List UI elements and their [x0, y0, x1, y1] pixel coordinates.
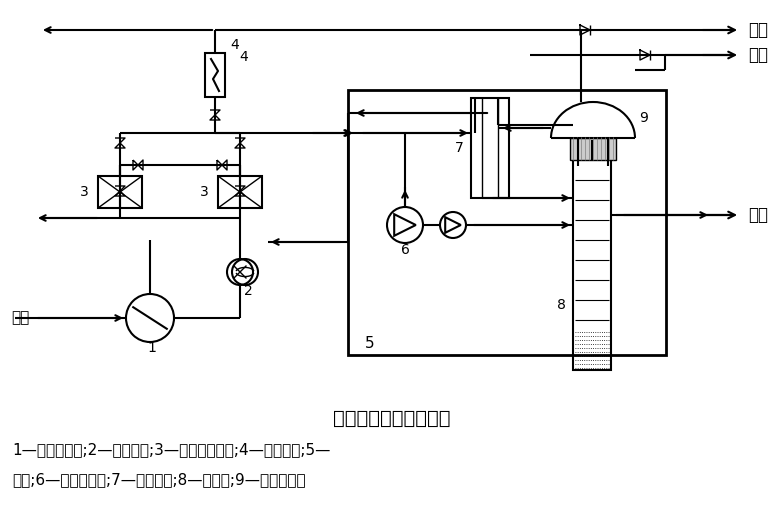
Bar [471, 98, 509, 198]
Text: 7: 7 [455, 141, 463, 155]
Bar [348, 90, 666, 355]
Bar [573, 140, 611, 370]
Bar [570, 138, 616, 160]
Text: 空气: 空气 [12, 311, 30, 326]
Text: 6: 6 [401, 243, 409, 257]
Text: 放空: 放空 [748, 21, 768, 39]
Bar [98, 176, 142, 208]
Text: 4: 4 [239, 50, 248, 64]
Text: 3: 3 [80, 185, 89, 199]
Text: 2: 2 [244, 284, 252, 298]
Bar [205, 53, 225, 97]
Text: 1—空气压缩机;2—预冷机组;3—分子筛吸附器;4—电加热器;5—: 1—空气压缩机;2—预冷机组;3—分子筛吸附器;4—电加热器;5— [12, 443, 330, 458]
Text: 1: 1 [147, 341, 157, 355]
Text: 9: 9 [639, 111, 648, 125]
Text: 液氮: 液氮 [748, 206, 768, 224]
Text: 氮气: 氮气 [748, 46, 768, 64]
Text: 5: 5 [365, 335, 375, 350]
Text: 冷箱;6—透平膨胀机;7—主换热器;8—精馏塔;9—冷凝蒸发器: 冷箱;6—透平膨胀机;7—主换热器;8—精馏塔;9—冷凝蒸发器 [12, 473, 306, 488]
Bar [218, 176, 262, 208]
Text: 深冷分离制氮工艺流程: 深冷分离制氮工艺流程 [333, 409, 451, 427]
Text: 8: 8 [557, 298, 565, 312]
Text: 4: 4 [230, 38, 239, 52]
Text: 3: 3 [200, 185, 209, 199]
